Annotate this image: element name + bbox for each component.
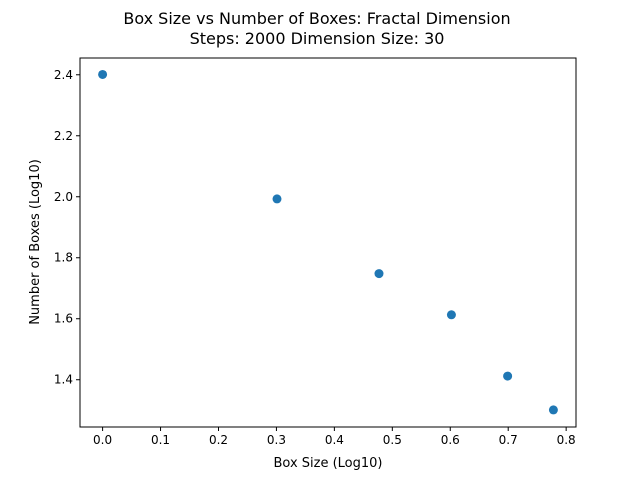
y-axis-ticks: 1.4 1.6 1.8 2.0 2.2 2.4 <box>54 68 80 387</box>
x-tick-label: 0.0 <box>93 433 112 447</box>
x-axis-label: Box Size (Log10) <box>273 456 382 471</box>
x-tick-label: 0.3 <box>267 433 286 447</box>
x-tick-label: 0.4 <box>325 433 344 447</box>
y-tick-label: 1.4 <box>54 373 73 387</box>
x-axis-ticks: 0.0 0.1 0.2 0.3 0.4 0.5 0.6 0.7 0.8 <box>93 427 576 447</box>
x-tick-label: 0.5 <box>383 433 402 447</box>
data-point <box>503 371 513 381</box>
y-tick-label: 2.2 <box>54 129 73 143</box>
x-tick-label: 0.7 <box>499 433 518 447</box>
x-tick-label: 0.2 <box>209 433 228 447</box>
chart-title: Box Size vs Number of Boxes: Fractal Dim… <box>123 9 510 28</box>
x-tick-label: 0.6 <box>441 433 460 447</box>
data-point <box>374 269 384 279</box>
x-tick-label: 0.8 <box>557 433 576 447</box>
data-point <box>446 310 456 320</box>
y-tick-label: 2.0 <box>54 190 73 204</box>
y-tick-label: 1.6 <box>54 312 73 326</box>
y-tick-label: 1.8 <box>54 251 73 265</box>
y-tick-label: 2.4 <box>54 68 73 82</box>
plot-frame <box>79 57 577 428</box>
data-point <box>272 194 282 204</box>
chart-subtitle: Steps: 2000 Dimension Size: 30 <box>190 29 445 48</box>
data-points <box>98 69 558 415</box>
y-axis-label: Number of Boxes (Log10) <box>28 159 43 325</box>
data-point <box>548 405 558 415</box>
data-point <box>98 69 108 79</box>
x-tick-label: 0.1 <box>151 433 170 447</box>
